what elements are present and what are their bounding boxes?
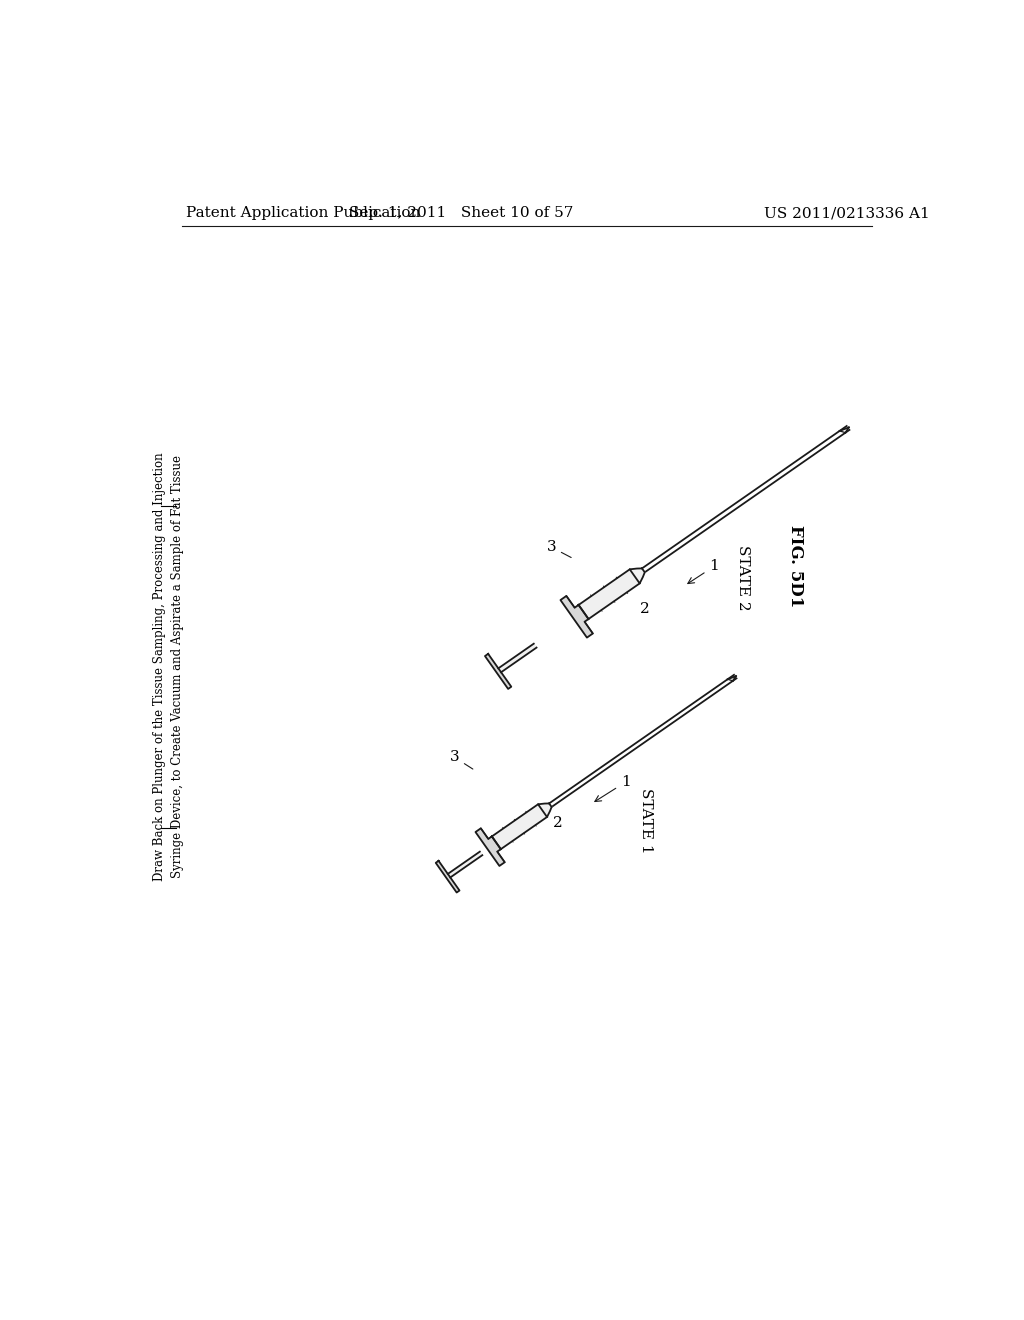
Polygon shape [475,829,505,866]
Polygon shape [538,804,552,817]
Text: Patent Application Publication: Patent Application Publication [186,206,421,220]
Polygon shape [485,653,511,689]
Text: STATE 2: STATE 2 [736,545,751,611]
Text: 2: 2 [640,602,649,615]
Text: US 2011/0213336 A1: US 2011/0213336 A1 [764,206,929,220]
Text: Draw Back on Plunger of the Tissue Sampling, Processing and Injection
Syringe De: Draw Back on Plunger of the Tissue Sampl… [153,453,183,880]
Text: 1: 1 [595,775,631,801]
Text: Sep. 1, 2011   Sheet 10 of 57: Sep. 1, 2011 Sheet 10 of 57 [349,206,573,220]
Polygon shape [436,861,460,892]
Text: 1: 1 [688,560,719,583]
Polygon shape [579,569,640,619]
Polygon shape [499,644,537,672]
Polygon shape [492,804,547,849]
Polygon shape [447,851,482,878]
Text: 2: 2 [553,816,562,830]
Text: FIG. 5D1: FIG. 5D1 [786,525,804,607]
Polygon shape [630,569,645,583]
Polygon shape [560,595,593,638]
Text: STATE 1: STATE 1 [640,788,653,854]
Text: 3: 3 [450,750,473,770]
Text: 3: 3 [547,540,571,557]
